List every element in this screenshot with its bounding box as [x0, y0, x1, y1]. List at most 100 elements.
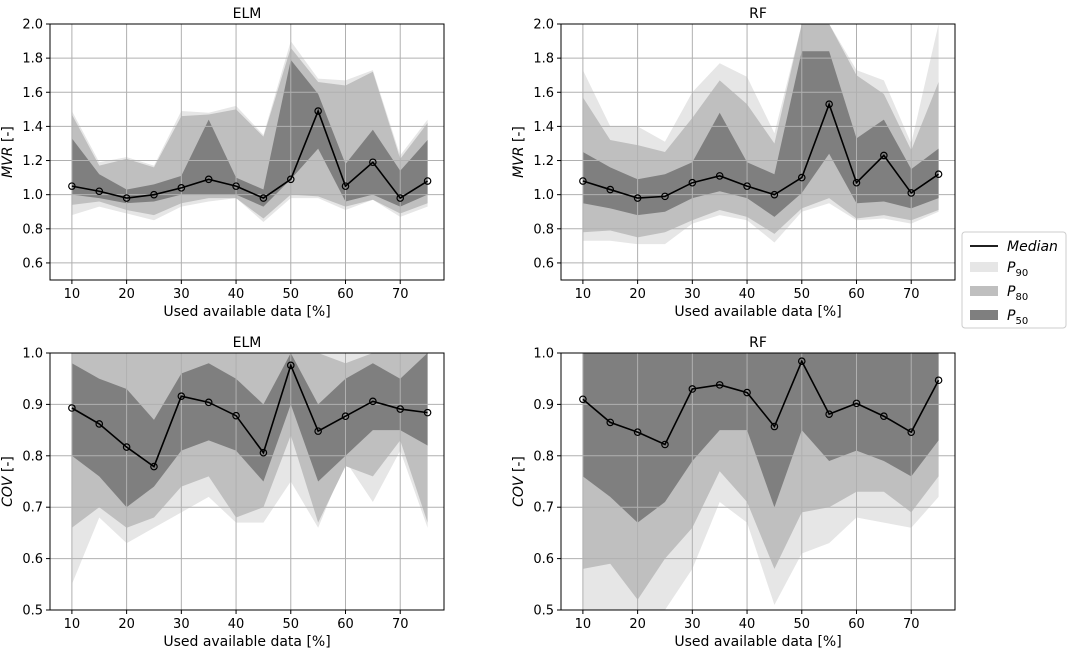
median-marker — [770, 190, 779, 199]
axes-frame — [560, 352, 956, 611]
y-axis-label-unit: [-] — [511, 126, 527, 146]
median-marker — [797, 173, 806, 182]
median-marker — [204, 175, 213, 184]
y-tick-label: 1.0 — [533, 347, 554, 362]
x-tick-label: 20 — [629, 617, 646, 632]
y-tick-label: 1.8 — [22, 52, 43, 67]
median-marker — [314, 427, 322, 435]
x-tick-label: 20 — [118, 287, 135, 302]
legend-p90-swatch — [970, 262, 998, 272]
median-marker — [232, 411, 240, 420]
x-tick-label: 10 — [64, 617, 81, 632]
p50-band — [582, 51, 939, 217]
x-tick-label: 20 — [629, 287, 646, 302]
median-marker — [95, 420, 104, 428]
median-marker — [880, 412, 888, 421]
y-tick-label: 0.8 — [22, 222, 43, 237]
plot-area — [50, 24, 444, 280]
median-marker — [259, 194, 268, 202]
x-tick-label: 10 — [575, 617, 592, 632]
median-marker — [341, 182, 350, 190]
axes-frame — [560, 23, 956, 281]
legend-p50-swatch — [970, 310, 998, 320]
median-marker — [907, 428, 916, 436]
x-tick-label: 70 — [903, 287, 920, 302]
x-tick-label: 70 — [903, 617, 920, 632]
x-tick-label: 50 — [794, 617, 811, 632]
median-marker — [122, 194, 131, 202]
plot-area — [50, 353, 444, 610]
median-marker — [934, 376, 943, 385]
median-marker — [286, 175, 295, 184]
x-tick-label: 30 — [684, 287, 701, 302]
legend-frame — [961, 231, 1067, 329]
median-marker — [68, 182, 76, 190]
y-tick-label: 0.6 — [22, 256, 43, 271]
median-marker — [177, 392, 186, 400]
p50-band — [71, 59, 428, 207]
median-marker — [314, 107, 322, 115]
axes-frame — [49, 352, 445, 611]
y-tick-label: 0.6 — [22, 552, 43, 567]
legend-p50-label: P50 — [1007, 308, 1028, 327]
median-marker — [95, 187, 104, 196]
axes-frame — [49, 23, 445, 281]
y-tick-label: 1.6 — [22, 86, 43, 101]
median-marker — [259, 448, 268, 457]
x-tick-label: 10 — [64, 287, 81, 302]
legend-median-label: Median — [1007, 239, 1058, 255]
x-tick-label: 60 — [337, 287, 354, 302]
y-axis-label: MVR [-] — [0, 126, 16, 178]
panel-title: RF — [749, 335, 767, 351]
y-axis-label-unit: [-] — [0, 126, 16, 146]
median-marker — [606, 185, 615, 194]
p50-band — [71, 353, 428, 508]
y-tick-label: 1.6 — [533, 86, 554, 101]
y-axis-label: COV [-] — [511, 456, 527, 507]
legend-p80-swatch — [970, 286, 998, 296]
median-marker — [423, 177, 432, 185]
median-line — [71, 363, 428, 468]
x-tick-label: 60 — [848, 287, 865, 302]
x-tick-label: 70 — [392, 287, 409, 302]
y-axis-label-var: COV — [511, 475, 527, 507]
y-tick-label: 0.7 — [533, 501, 554, 516]
median-marker — [770, 422, 779, 431]
panel-title: RF — [749, 6, 767, 22]
median-marker — [743, 182, 751, 190]
panel-2: 10 20 30 40 50 60 70 0.6 0.8 1.0 1.2 1.4 1.6 1.8 2.0 RF… — [511, 6, 956, 320]
y-tick-label: 0.9 — [22, 398, 43, 413]
x-tick-label: 50 — [283, 617, 300, 632]
y-tick-label: 0.8 — [22, 449, 43, 464]
y-axis-label-var: MVR — [511, 147, 527, 178]
plot-area — [561, 353, 955, 610]
x-tick-label: 50 — [283, 287, 300, 302]
median-marker — [286, 361, 295, 370]
y-tick-label: 1.0 — [533, 188, 554, 203]
median-marker — [852, 399, 861, 408]
x-axis-label: Used available data [%] — [163, 634, 330, 650]
x-tick-label: 30 — [684, 617, 701, 632]
x-tick-label: 30 — [173, 617, 190, 632]
y-axis-label-var: COV — [0, 475, 16, 507]
x-tick-label: 20 — [118, 617, 135, 632]
x-tick-label: 50 — [794, 287, 811, 302]
median-marker — [579, 177, 587, 185]
y-tick-label: 1.4 — [22, 120, 43, 135]
median-marker — [825, 100, 833, 109]
median-marker — [204, 398, 213, 407]
median-marker — [852, 178, 861, 187]
median-marker — [177, 184, 186, 192]
median-marker — [396, 405, 405, 413]
median-marker — [633, 194, 642, 202]
y-tick-label: 1.2 — [22, 154, 43, 169]
median-marker — [907, 189, 916, 197]
y-tick-label: 0.6 — [533, 256, 554, 271]
panel-1: 10 20 30 40 50 60 70 0.6 0.8 1.0 1.2 1.4 1.6 1.8 2.0 EL… — [0, 6, 445, 320]
median-marker — [633, 428, 642, 436]
panel-title: ELM — [233, 6, 262, 22]
y-axis-label-unit: [-] — [0, 456, 16, 476]
y-tick-label: 1.0 — [22, 188, 43, 203]
x-tick-label: 40 — [228, 617, 245, 632]
median-line — [582, 101, 940, 199]
